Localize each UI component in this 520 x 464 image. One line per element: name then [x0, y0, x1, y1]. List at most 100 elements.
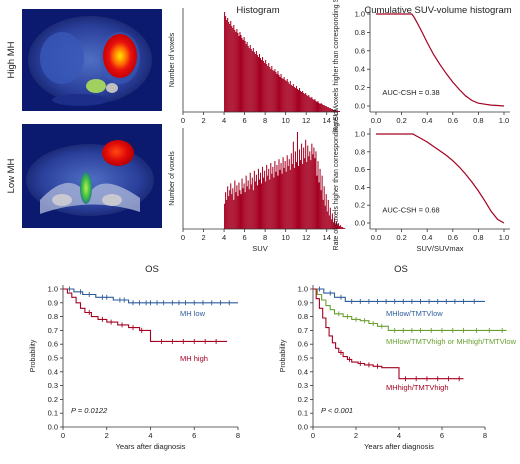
csh-low-xtick-label: 0.4 [422, 233, 432, 242]
km-mh-series-line [63, 288, 238, 304]
hist-high-bar [315, 101, 317, 112]
hist-low-xlabel: SUV [252, 244, 267, 253]
hist-high-bar [243, 37, 245, 112]
hist-low-bar [301, 143, 303, 229]
hist-low-bar [325, 194, 327, 229]
km-mh-ytick-label: 0.4 [48, 367, 58, 376]
hist-high-bar [313, 100, 315, 112]
hist-low-bar [337, 225, 339, 229]
hist-low-bar [227, 186, 229, 229]
km-mh-xlabel: Years after diagnosis [116, 442, 186, 451]
hist-low-bar [310, 160, 312, 229]
hist-high-bar [290, 85, 292, 112]
km-mh-tmtv-xtick-label: 0 [311, 431, 315, 440]
hist-low-bar [320, 190, 322, 229]
csh-high-curve [376, 13, 505, 107]
hist-low-bar [342, 227, 344, 229]
km-mh-tmtv-ytick-label: 0.9 [298, 298, 308, 307]
csh-low-ytick-label: 0.0 [355, 219, 365, 228]
hist-high-bar [321, 104, 323, 112]
hist-high-bar [285, 81, 287, 112]
hist-high-xtick-label: 14 [323, 116, 331, 125]
hist-low-bar [248, 189, 250, 229]
csh-high-title: Cumulative SUV-volume histogram [364, 5, 511, 16]
hist-low-bar [225, 192, 227, 229]
hist-high-bar [241, 38, 243, 112]
km-mh-ytick-label: 0.9 [48, 298, 58, 307]
csh-high-xtick-label: 0.2 [396, 116, 406, 125]
km-mh-xtick-label: 4 [148, 431, 152, 440]
csh-high-ylabel: Rate of voxels higher than corresponding… [333, 0, 340, 132]
hist-high-bar [287, 82, 289, 112]
hist-high-bar [254, 54, 256, 112]
km-mh-tmtv-series-label: MHlow/TMTVlow [386, 309, 443, 318]
hist-high-bar [288, 84, 290, 112]
hist-high-bar [297, 90, 300, 112]
km-mh-tmtv-xtick-label: 6 [440, 431, 444, 440]
hist-high-bar [255, 51, 257, 112]
hist-low-bar [249, 172, 251, 229]
hist-low-bar [237, 196, 239, 229]
hist-high-ylabel: Number of voxels [169, 32, 176, 87]
hist-high-bar [284, 80, 286, 112]
km-mh-xtick-label: 8 [236, 431, 240, 440]
hist-high-bar [267, 66, 269, 112]
csh-high-ytick-label: 0.2 [355, 83, 365, 92]
csh-low-mh: 0.0 0.2 0.4 0.6 0.8 1.0 0.0 0.2 0.4 0.6 0.8 1.0 AUC-… [333, 106, 510, 253]
hist-low-bar [257, 168, 259, 229]
hist-high-bar [246, 42, 248, 112]
csh-low-xtick-label: 0.8 [473, 233, 483, 242]
km-mh-tmtv-ytick-label: 0.4 [298, 367, 308, 376]
csh-high-xtick-label: 0.0 [371, 116, 381, 125]
hist-high-bar [304, 94, 306, 112]
hist-high-bar [226, 20, 228, 112]
km-mh-ytick-label: 0.2 [48, 395, 58, 404]
hist-low-bar [322, 199, 324, 229]
hist-high-bar [239, 32, 241, 112]
hist-low-bar [261, 183, 263, 229]
hist-low-bar [288, 159, 290, 229]
km-mh-tmtv-xtick-label: 2 [354, 431, 358, 440]
hist-low-bar [256, 185, 258, 229]
csh-high-ytick-label: 0.6 [355, 46, 365, 55]
hist-low-bar [317, 161, 319, 229]
csh-low-xlabel: SUV/SUVmax [416, 244, 463, 253]
km-mh-xtick-label: 6 [192, 431, 196, 440]
csh-high-xtick-label: 0.4 [422, 116, 432, 125]
hist-high-bar [273, 71, 275, 112]
hist-high-bar [274, 69, 276, 112]
csh-high-mh: Cumulative SUV-volume histogram 0.0 0.2 0.4… [333, 0, 512, 132]
hist-high-bar [258, 54, 260, 112]
csh-low-curve [376, 133, 505, 224]
hist-low-bar [240, 194, 242, 229]
hist-low-bar [327, 199, 329, 229]
row-label-low-mh: Low MH [6, 158, 17, 193]
km-mh-tmtv-series-line [313, 288, 464, 380]
hist-low-xtick-label: 6 [243, 233, 247, 242]
km-mh-title: OS [145, 264, 159, 275]
hist-low-bar [335, 221, 337, 229]
hist-high-bar [301, 92, 303, 112]
km-mh-p-value: P = 0.0122 [71, 406, 108, 415]
hist-low-bar [326, 211, 328, 229]
km-mh-tmtv-ytick-label: 0.5 [298, 354, 308, 363]
hist-high-bar [328, 108, 330, 112]
histogram-low-mh: 0 2 4 6 8 10 12 14 Number of voxels SUV [169, 128, 346, 253]
hist-low-bar [269, 179, 271, 229]
hist-high-bar [329, 108, 331, 112]
hist-high-bar [237, 33, 239, 112]
hist-low-bar [247, 180, 249, 229]
hist-low-bar [255, 174, 257, 229]
km-mh-tmtv-ytick-label: 0.8 [298, 312, 308, 321]
hist-low-bar [323, 186, 325, 229]
hist-low-bar [284, 161, 286, 229]
hist-low-bar [308, 156, 310, 229]
hist-low-bar [305, 139, 307, 229]
hist-high-bar [291, 86, 293, 112]
hist-high-bar [249, 45, 251, 112]
hist-low-xtick-label: 4 [222, 233, 226, 242]
hist-high-bar [317, 101, 319, 112]
hist-high-bar [283, 77, 285, 112]
hist-high-bar [234, 30, 236, 112]
hist-low-bar [277, 175, 279, 229]
